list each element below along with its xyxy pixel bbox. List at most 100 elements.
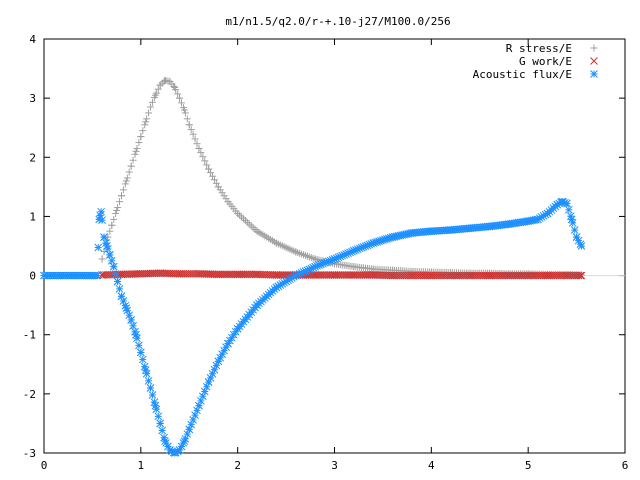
data-point [563,199,571,208]
data-point [180,437,189,446]
data-point [147,103,155,111]
data-point [508,271,517,280]
x-tick-label: 4 [428,459,435,472]
data-point [394,271,403,280]
data-point [481,271,490,280]
data-point [576,271,585,280]
data-point [292,248,300,256]
data-point [522,271,531,280]
series-0 [98,76,585,279]
data-point [468,271,476,280]
data-point [117,192,125,200]
data-point [139,127,147,135]
data-point [338,271,347,279]
x-tick-label: 6 [622,459,629,472]
data-point [272,239,280,247]
data-point [413,271,422,280]
data-point [408,271,416,280]
data-point [156,269,165,278]
data-point [59,271,68,280]
data-point [235,270,244,279]
y-tick-label: 1 [29,210,36,223]
data-point [406,271,414,280]
data-point [547,271,556,280]
data-point [564,271,573,280]
data-point [144,376,153,385]
data-point [448,271,457,280]
data-point [117,292,126,301]
data-point [458,271,467,280]
data-point [212,270,221,279]
data-point [483,271,492,280]
x-tick-label: 3 [331,459,338,472]
data-point [319,271,327,279]
data-point [442,271,451,280]
data-point [514,271,523,280]
data-point [363,271,372,279]
data-point [291,271,300,280]
data-point [417,271,426,280]
data-point [433,271,441,280]
y-tick-label: -1 [23,329,36,342]
data-point [350,263,358,271]
data-point [431,271,440,280]
data-point [187,125,195,133]
data-point [214,183,222,191]
data-point [276,271,285,279]
data-point [348,271,356,279]
data-point [112,209,120,217]
data-point [236,211,244,219]
data-point [108,221,116,229]
data-point [400,271,409,280]
data-point [233,324,242,333]
legend-marker [590,57,598,65]
data-point [530,271,538,280]
data-point [332,271,341,279]
data-point [441,271,449,280]
data-point [123,174,131,182]
data-point [369,239,378,247]
data-point [274,271,283,279]
data-point [154,85,162,93]
series-2 [40,197,586,457]
data-point [512,271,521,280]
data-point [127,316,136,324]
data-point [439,271,447,280]
data-point [450,271,459,280]
data-point [466,271,474,280]
data-point [543,271,552,280]
data-point [40,271,48,280]
data-point [355,271,364,279]
data-point [311,255,319,263]
data-point [545,271,554,280]
data-point [570,226,579,234]
data-point [477,271,486,280]
data-point [510,271,519,280]
data-point [559,271,567,280]
data-point [577,271,586,280]
data-point [181,269,190,278]
data-point [132,147,140,155]
data-point [151,401,160,410]
data-point [472,271,480,280]
data-point [518,271,527,280]
data-point [419,271,428,280]
data-point [191,269,199,278]
chart-marks [40,76,586,457]
data-point [216,186,224,194]
data-point [129,321,137,330]
data-point [185,269,194,278]
data-point [180,106,188,114]
legend-label: Acoustic flux/E [473,68,572,81]
data-point [567,215,576,224]
data-point [195,144,203,152]
data-point [388,271,397,280]
data-point [446,226,455,234]
x-tick-label: 0 [41,459,48,472]
legend-label: G work/E [519,55,572,68]
data-point [237,270,246,279]
data-point [410,271,418,280]
data-point [78,271,87,280]
data-point [330,255,339,263]
